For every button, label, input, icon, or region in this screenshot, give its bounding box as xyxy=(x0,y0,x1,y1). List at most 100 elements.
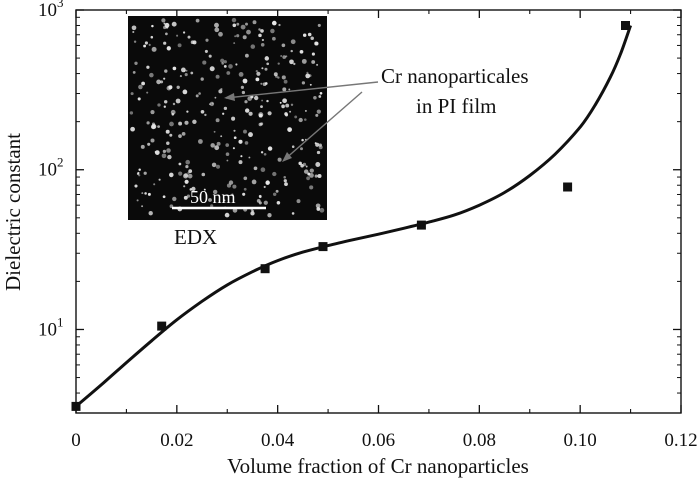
inset-dot xyxy=(223,106,228,111)
inset-dot xyxy=(288,88,291,91)
inset-dot xyxy=(270,28,275,34)
inset-dot xyxy=(260,122,264,126)
data-point-marker xyxy=(157,321,167,331)
inset-dot xyxy=(300,164,304,168)
inset-dot xyxy=(273,72,278,77)
inset-dot xyxy=(240,24,246,30)
inset-dot xyxy=(182,89,188,95)
x-axis: 0 0.02 0.04 0.06 0.08 0.10 0.12 xyxy=(71,10,698,451)
inset-dot xyxy=(168,85,173,90)
inset-dot xyxy=(258,33,262,38)
inset-dot xyxy=(183,173,189,179)
inset-dot xyxy=(301,81,306,85)
inset-dot xyxy=(171,21,177,27)
annotation-text-line2: in PI film xyxy=(416,94,497,118)
inset-dot xyxy=(244,141,249,145)
inset-dot xyxy=(205,38,209,42)
inset-dot xyxy=(236,34,240,38)
annotation-arrowhead xyxy=(224,93,235,101)
inset-dot xyxy=(317,23,321,27)
inset-dot xyxy=(305,165,308,168)
inset-dot xyxy=(319,91,323,95)
inset-dot xyxy=(248,111,253,116)
inset-dot xyxy=(216,164,220,169)
inset-dot xyxy=(186,194,191,198)
inset-dot xyxy=(302,33,307,37)
inset-dot xyxy=(151,24,154,28)
inset-dot xyxy=(244,53,249,58)
inset-dot xyxy=(166,141,170,146)
inset-dot xyxy=(243,187,247,191)
inset-dot xyxy=(299,49,304,54)
inset-dot xyxy=(281,43,286,48)
inset-dot xyxy=(285,55,288,58)
inset-dot xyxy=(162,149,167,154)
inset-dot xyxy=(195,94,199,98)
inset-dot xyxy=(188,169,193,174)
inset-dot xyxy=(148,43,151,46)
inset-dot xyxy=(202,60,207,65)
inset-dot xyxy=(231,193,234,196)
scale-bar-label: 50 nm xyxy=(190,187,236,207)
inset-dot xyxy=(143,44,147,48)
inset-dot xyxy=(258,28,261,31)
inset-dot xyxy=(212,189,218,195)
inset-dot xyxy=(172,196,177,202)
inset-dot xyxy=(226,71,231,75)
inset-dot xyxy=(147,192,151,196)
inset-dot xyxy=(307,32,312,37)
inset-dot xyxy=(283,176,286,179)
inset-dot xyxy=(185,159,191,165)
inset-dot xyxy=(208,54,212,58)
inset-dot xyxy=(165,32,168,36)
inset-dot xyxy=(315,162,321,167)
inset-dot xyxy=(260,105,263,109)
inset-dot xyxy=(259,195,262,199)
inset-dot xyxy=(183,185,186,188)
inset-dot xyxy=(228,64,233,69)
inset-dot xyxy=(298,161,302,166)
inset-dot xyxy=(277,76,280,79)
inset-nanoparticle-dots xyxy=(129,17,325,218)
inset-dot xyxy=(164,69,168,73)
inset-dot xyxy=(241,90,246,95)
inset-dot xyxy=(171,113,175,116)
inset-dot xyxy=(290,103,294,107)
inset-dot xyxy=(198,139,203,144)
inset-dot xyxy=(214,145,220,151)
inset-dot xyxy=(179,75,182,78)
x-tick-label: 0.10 xyxy=(564,430,597,451)
inset-dot xyxy=(263,200,268,205)
inset-dot xyxy=(137,97,141,101)
inset-dot xyxy=(200,109,205,114)
y-tick-exponent: 3 xyxy=(57,0,64,10)
inset-dot xyxy=(223,64,227,68)
inset-dot xyxy=(185,69,188,72)
inset-dot xyxy=(187,171,190,175)
inset-dot xyxy=(209,66,215,72)
inset-dot xyxy=(201,172,206,177)
inset-dot xyxy=(300,147,303,151)
inset-dot xyxy=(316,150,321,155)
inset-dot xyxy=(298,117,303,123)
inset-dot xyxy=(314,41,319,46)
inset-dot xyxy=(309,185,314,190)
inset-dot xyxy=(242,78,248,84)
inset-dot xyxy=(233,129,236,132)
inset-dot xyxy=(281,104,285,109)
y-tick-label: 103 xyxy=(38,0,64,21)
inset-dot xyxy=(231,116,236,121)
y-tick-label: 102 xyxy=(38,155,64,181)
inset-dot xyxy=(149,72,154,78)
inset-dot xyxy=(178,162,182,166)
inset-dot xyxy=(192,119,197,125)
inset-dot xyxy=(272,36,276,41)
inset-dot xyxy=(141,205,144,208)
inset-dot xyxy=(280,55,283,57)
x-tick-label: 0 xyxy=(71,430,81,451)
inset-dot xyxy=(267,146,273,151)
inset-dot xyxy=(277,62,280,65)
inset-dot xyxy=(311,52,315,56)
inset-dot xyxy=(233,136,237,140)
